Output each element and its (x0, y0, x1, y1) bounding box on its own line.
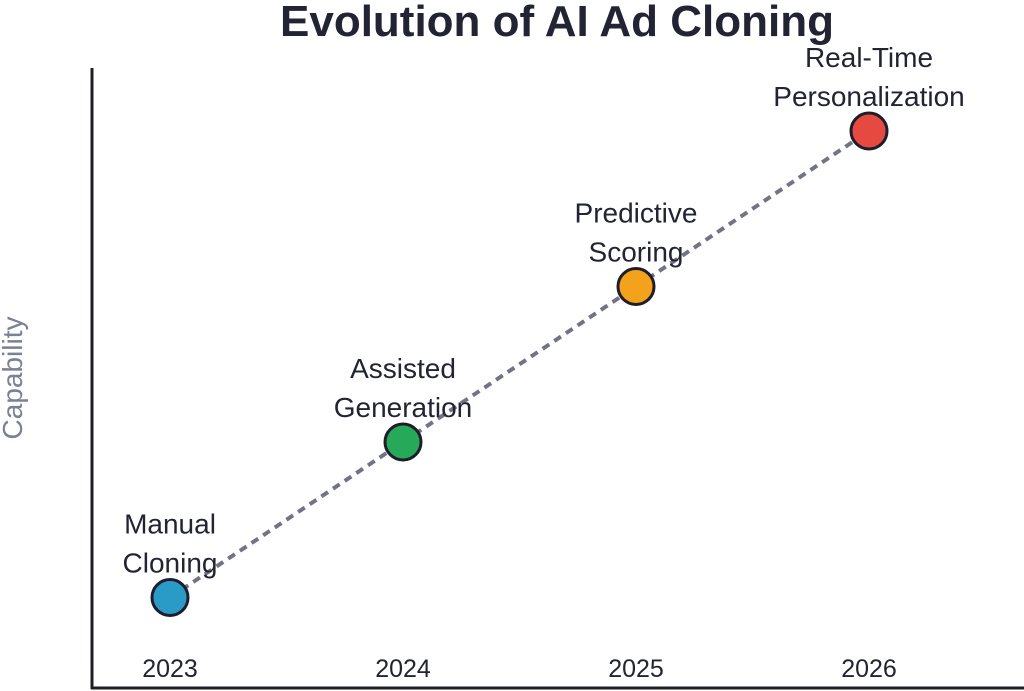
trend-line (168, 129, 871, 600)
x-tick-label-2024: 2024 (375, 655, 431, 683)
milestone-label-2026: Real-Time Personalization (773, 42, 964, 112)
x-tick-label-2023: 2023 (142, 655, 198, 683)
y-axis-label: Capability (0, 317, 28, 440)
x-tick-label-2026: 2026 (841, 655, 897, 683)
milestone-point-2024 (383, 422, 423, 462)
chart-title: Evolution of AI Ad Cloning (280, 0, 834, 46)
x-tick-labels: 2023 2024 2025 2026 (142, 655, 897, 683)
milestone-labels: Manual Cloning Assisted Generation Predictiv… (123, 42, 965, 579)
milestone-point-2026 (849, 111, 889, 151)
milestone-label-2023: Manual Cloning (123, 509, 218, 579)
milestone-points (150, 111, 889, 617)
milestone-label-2025: Predictive Scoring (575, 198, 698, 268)
milestone-point-2023 (150, 578, 190, 617)
milestone-point-2025 (616, 267, 656, 306)
milestone-label-2024: Assisted Generation (334, 353, 473, 423)
x-tick-label-2025: 2025 (608, 655, 664, 683)
